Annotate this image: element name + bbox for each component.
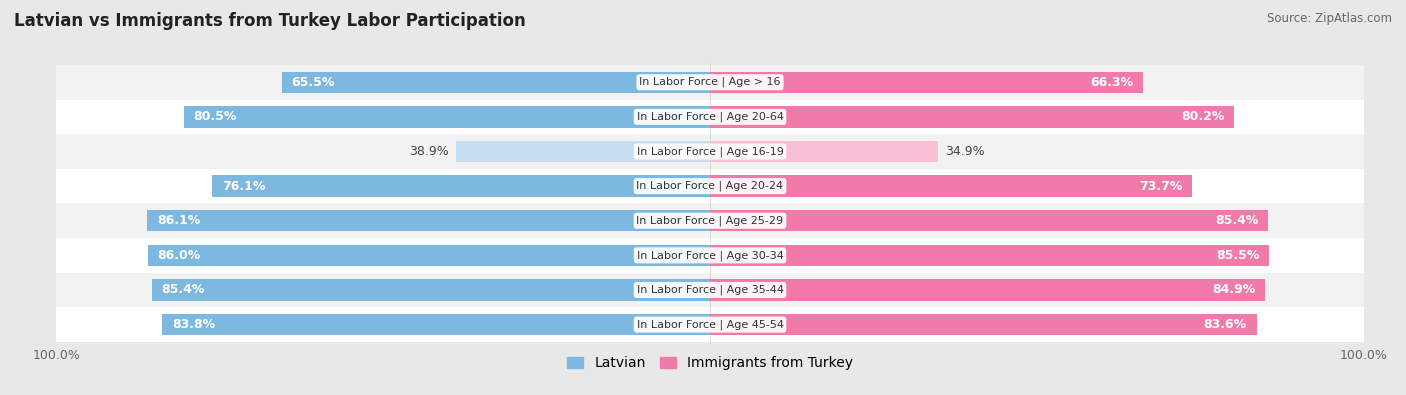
Text: In Labor Force | Age 16-19: In Labor Force | Age 16-19 bbox=[637, 146, 783, 157]
Bar bbox=[148, 210, 710, 231]
Text: In Labor Force | Age 30-34: In Labor Force | Age 30-34 bbox=[637, 250, 783, 261]
Text: 85.4%: 85.4% bbox=[162, 284, 205, 297]
Bar bbox=[184, 106, 710, 128]
Bar bbox=[212, 175, 710, 197]
Text: 66.3%: 66.3% bbox=[1091, 76, 1133, 89]
Bar bbox=[162, 314, 710, 335]
Text: In Labor Force | Age 20-24: In Labor Force | Age 20-24 bbox=[637, 181, 783, 191]
Bar bbox=[56, 65, 1364, 100]
Bar bbox=[56, 134, 1364, 169]
Bar bbox=[710, 210, 1268, 231]
Bar bbox=[56, 307, 1364, 342]
Bar bbox=[56, 169, 1364, 203]
Text: In Labor Force | Age 35-44: In Labor Force | Age 35-44 bbox=[637, 285, 783, 295]
Bar bbox=[56, 238, 1364, 273]
Bar bbox=[148, 245, 710, 266]
Text: 85.5%: 85.5% bbox=[1216, 249, 1260, 262]
Text: In Labor Force | Age 25-29: In Labor Force | Age 25-29 bbox=[637, 216, 783, 226]
Text: 86.1%: 86.1% bbox=[157, 214, 200, 227]
Bar bbox=[710, 245, 1270, 266]
Text: 83.8%: 83.8% bbox=[172, 318, 215, 331]
Text: 80.5%: 80.5% bbox=[194, 110, 236, 123]
Text: 86.0%: 86.0% bbox=[157, 249, 201, 262]
Text: 80.2%: 80.2% bbox=[1181, 110, 1225, 123]
Text: Latvian vs Immigrants from Turkey Labor Participation: Latvian vs Immigrants from Turkey Labor … bbox=[14, 12, 526, 30]
Bar bbox=[710, 106, 1234, 128]
Legend: Latvian, Immigrants from Turkey: Latvian, Immigrants from Turkey bbox=[561, 351, 859, 376]
Bar bbox=[56, 273, 1364, 307]
Text: 76.1%: 76.1% bbox=[222, 180, 266, 193]
Text: In Labor Force | Age 20-64: In Labor Force | Age 20-64 bbox=[637, 112, 783, 122]
Bar bbox=[710, 279, 1265, 301]
Text: 83.6%: 83.6% bbox=[1204, 318, 1247, 331]
Bar bbox=[710, 71, 1143, 93]
Bar bbox=[56, 203, 1364, 238]
Text: 65.5%: 65.5% bbox=[291, 76, 335, 89]
Bar bbox=[710, 314, 1257, 335]
Bar bbox=[710, 141, 938, 162]
Text: In Labor Force | Age 45-54: In Labor Force | Age 45-54 bbox=[637, 319, 783, 330]
Bar bbox=[710, 175, 1192, 197]
Text: 38.9%: 38.9% bbox=[409, 145, 449, 158]
Text: In Labor Force | Age > 16: In Labor Force | Age > 16 bbox=[640, 77, 780, 88]
Bar bbox=[281, 71, 710, 93]
Bar bbox=[456, 141, 710, 162]
Bar bbox=[152, 279, 710, 301]
Bar bbox=[56, 100, 1364, 134]
Text: 85.4%: 85.4% bbox=[1215, 214, 1258, 227]
Text: 34.9%: 34.9% bbox=[945, 145, 984, 158]
Text: Source: ZipAtlas.com: Source: ZipAtlas.com bbox=[1267, 12, 1392, 25]
Text: 73.7%: 73.7% bbox=[1139, 180, 1182, 193]
Text: 84.9%: 84.9% bbox=[1212, 284, 1256, 297]
